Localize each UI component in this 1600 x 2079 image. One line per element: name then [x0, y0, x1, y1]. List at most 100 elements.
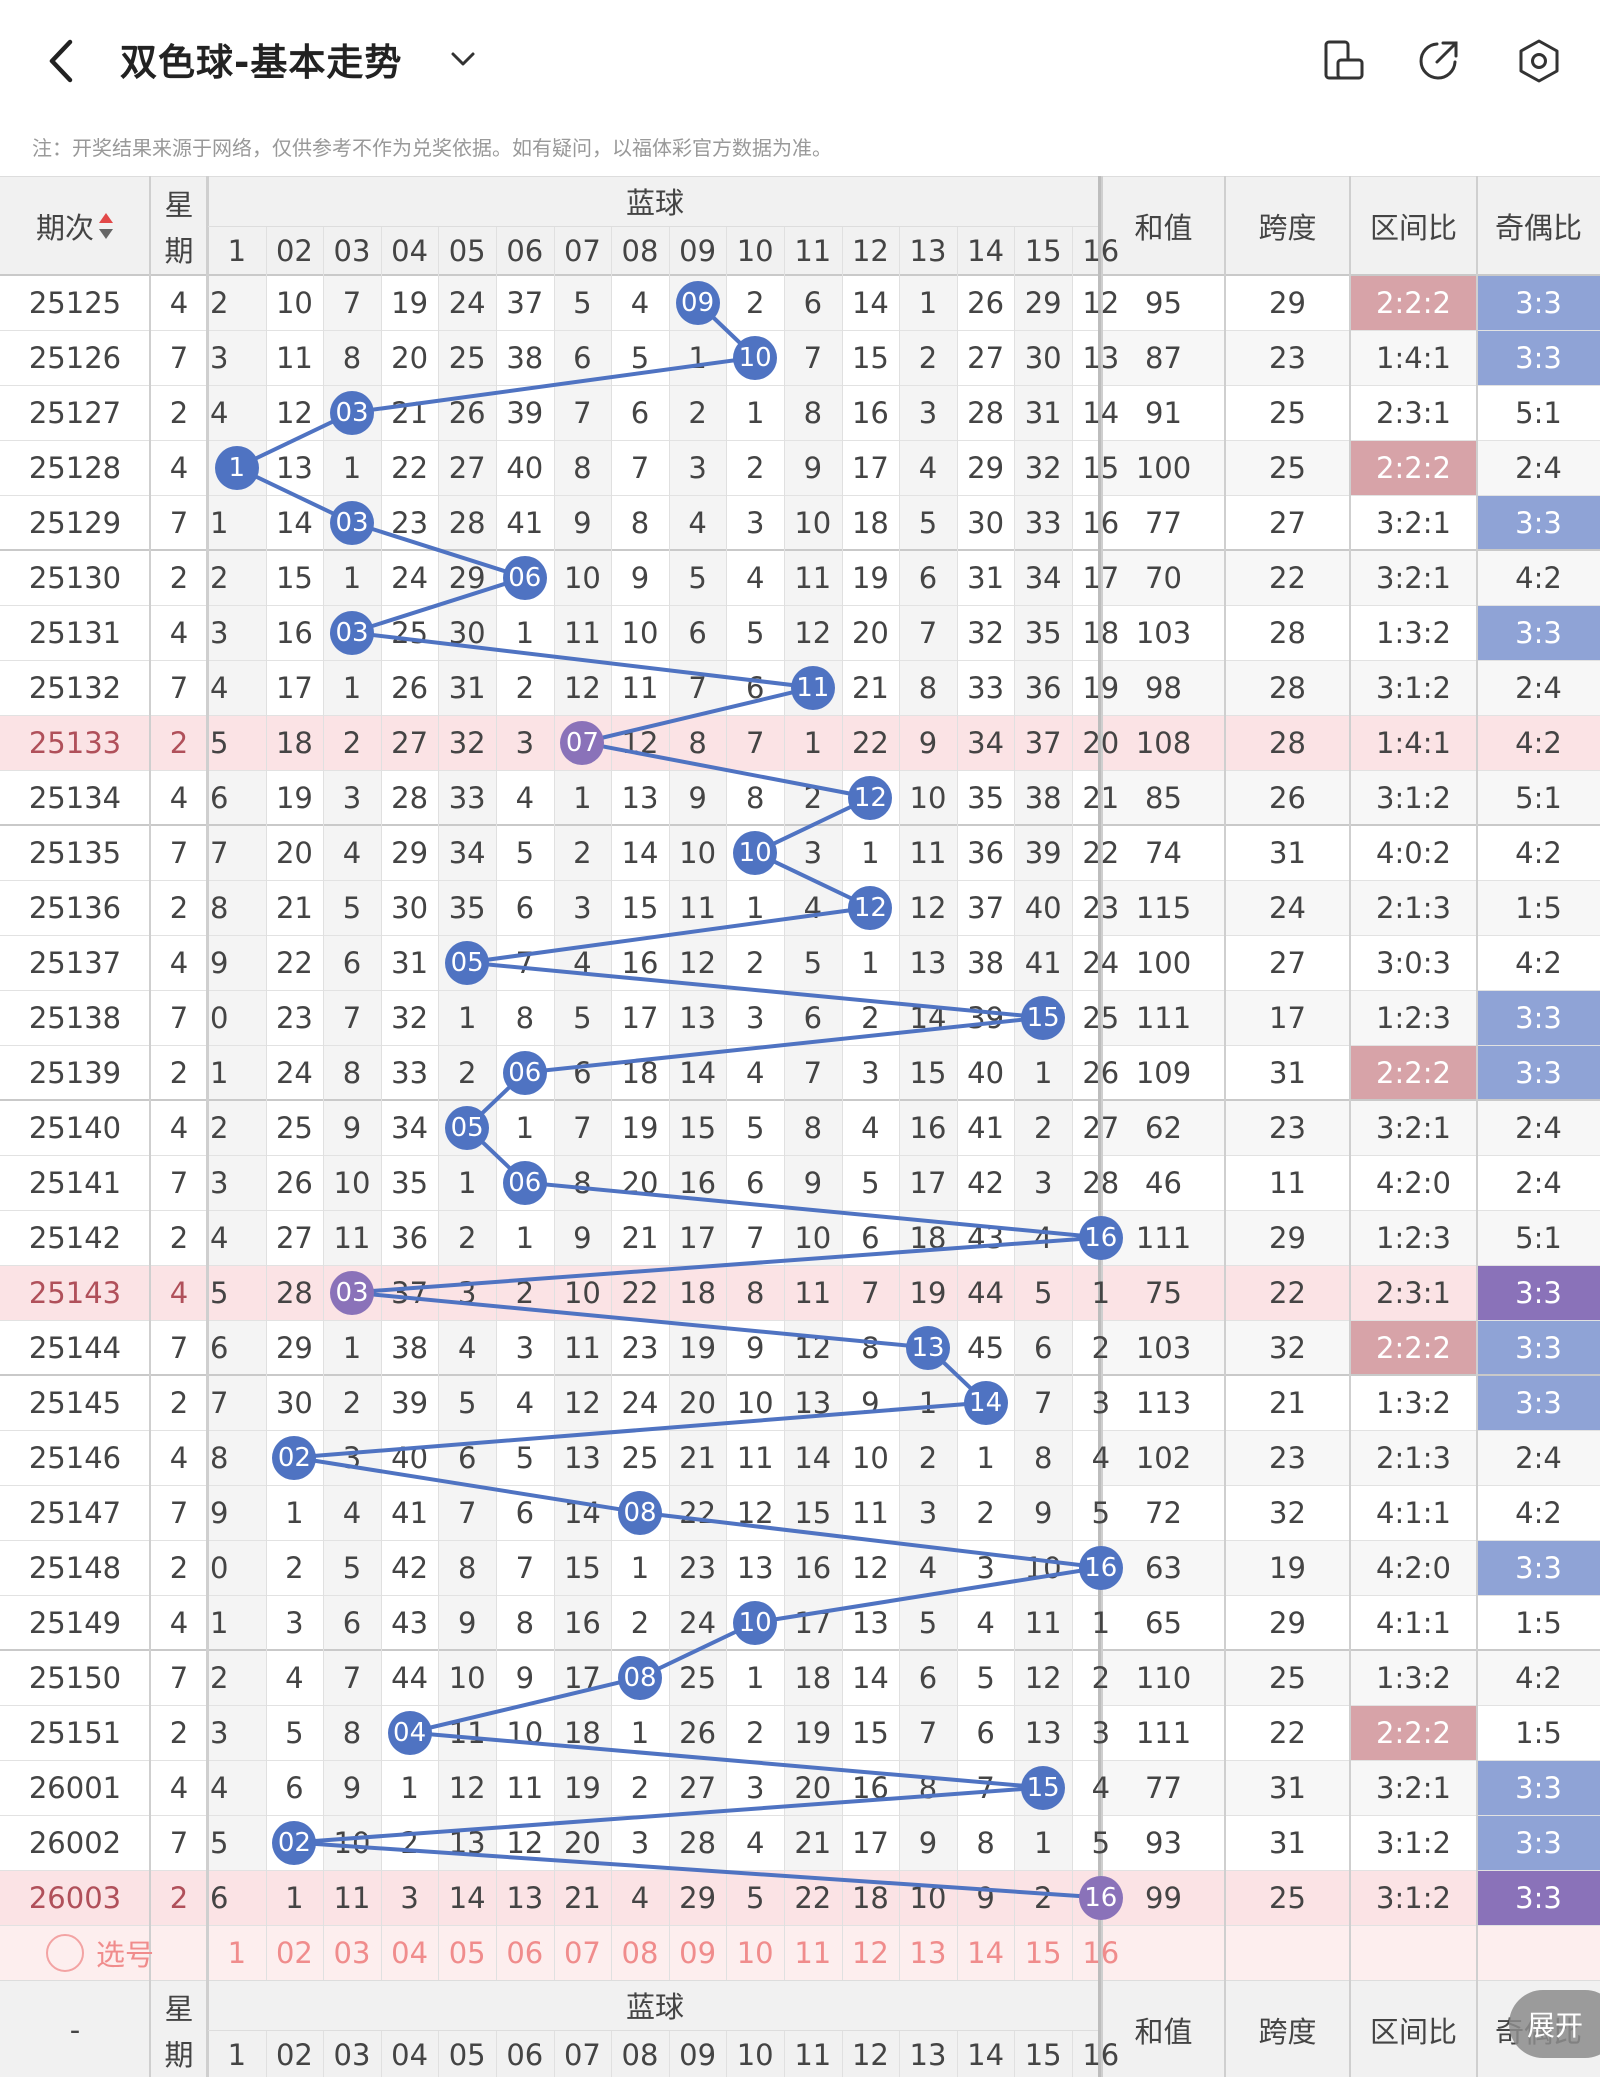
- pick-number-9[interactable]: 09: [679, 1935, 717, 1970]
- blue-cell-bg: [956, 1100, 1015, 1155]
- chevron-left-icon[interactable]: [40, 36, 84, 86]
- phone-landscape-icon[interactable]: [1320, 38, 1366, 84]
- blue-miss-cell: 6: [515, 890, 535, 925]
- blue-cell-bg: [668, 825, 727, 880]
- blue-miss-cell: 27: [967, 340, 1005, 375]
- pick-number-6[interactable]: 06: [506, 1935, 544, 1970]
- grid-hline: [0, 769, 1600, 771]
- chevron-down-icon[interactable]: [448, 44, 478, 74]
- expand-button[interactable]: 展开: [1509, 1990, 1600, 2058]
- blue-cell-bg: [1014, 330, 1072, 385]
- footer-header-bg: [0, 1980, 1600, 2077]
- blue-miss-cell: 20: [851, 615, 889, 650]
- blue-miss-cell: 7: [342, 285, 362, 320]
- blue-miss-cell: 35: [1024, 615, 1062, 650]
- blue-cell-bg: [323, 1705, 381, 1760]
- pick-number-11[interactable]: 11: [794, 1935, 832, 1970]
- blue-miss-cell: 30: [391, 890, 429, 925]
- blue-miss-cell: 39: [506, 395, 544, 430]
- blue-miss-cell: 22: [1082, 835, 1120, 870]
- grid-vline: [1098, 176, 1101, 2077]
- blue-miss-cell: 38: [1024, 780, 1062, 815]
- share-icon[interactable]: [1415, 38, 1461, 84]
- blue-ball: 03: [330, 610, 374, 655]
- zone-cell: 1:4:1: [1376, 725, 1451, 760]
- blue-col-header-14: 14: [967, 233, 1005, 268]
- blue-cell-bg: [784, 1100, 842, 1155]
- issue-cell: 25136: [28, 890, 122, 925]
- pick-number-5[interactable]: 05: [448, 1935, 486, 1970]
- sort-arrows-icon[interactable]: [98, 211, 114, 241]
- pick-number-15[interactable]: 15: [1024, 1935, 1062, 1970]
- blue-cell-bg: [956, 990, 1015, 1045]
- blue-cell-bg: [1014, 550, 1072, 605]
- blue-cell-bg: [956, 1760, 1015, 1815]
- pick-number-7[interactable]: 07: [563, 1935, 601, 1970]
- zone-cell: 3:2:1: [1376, 560, 1451, 595]
- row-right-bg: [1102, 660, 1600, 715]
- blue-cell-bg: [553, 1540, 612, 1595]
- blue-miss-cell: 21: [851, 670, 889, 705]
- blue-cell-bg: [841, 495, 900, 550]
- blue-cell-bg: [784, 1045, 842, 1100]
- blue-miss-cell: 21: [1082, 780, 1120, 815]
- pick-number-button[interactable]: 选号: [46, 1932, 154, 1974]
- col-week-header-1: 星: [164, 1991, 194, 2026]
- pick-number-8[interactable]: 08: [621, 1935, 659, 1970]
- pick-number-3[interactable]: 03: [333, 1935, 371, 1970]
- grid-vline: [553, 2030, 555, 2077]
- blue-cell-bg: [841, 385, 900, 440]
- blue-miss-cell: 7: [342, 1000, 362, 1035]
- blue-miss-cell: 33: [1024, 505, 1062, 540]
- trend-polyline: [232, 301, 1102, 1900]
- col-sum-header: 和值: [1134, 2014, 1193, 2049]
- grid-vline: [668, 226, 670, 1980]
- blue-miss-cell: 4: [918, 450, 938, 485]
- blue-cell-bg: [380, 1320, 439, 1375]
- blue-miss-cell: 10: [909, 780, 947, 815]
- col-zone-header: 区间比: [1369, 2014, 1457, 2049]
- blue-miss-cell: 41: [1024, 945, 1062, 980]
- blue-col-header-5: 05: [448, 2037, 486, 2072]
- pick-number-2[interactable]: 02: [275, 1935, 313, 1970]
- grid-vline: [1101, 176, 1103, 2077]
- blue-ball: 15: [1021, 1765, 1066, 1810]
- blue-cell-bg: [668, 1540, 727, 1595]
- blue-ball: 10: [733, 830, 778, 875]
- pick-number-10[interactable]: 10: [736, 1935, 774, 1970]
- blue-cell-bg: [611, 1375, 669, 1430]
- pick-number-16[interactable]: 16: [1082, 1935, 1120, 1970]
- blue-miss-cell: 3: [803, 835, 823, 870]
- blue-cell-bg: [208, 1650, 266, 1705]
- blue-miss-cell: 8: [803, 395, 823, 430]
- grid-vline: [265, 2030, 267, 2077]
- pick-number-12[interactable]: 12: [851, 1935, 889, 1970]
- blue-miss-cell: 26: [391, 670, 429, 705]
- grid-hline: [0, 494, 1600, 496]
- odd-cell: 1:5: [1515, 890, 1562, 925]
- blue-miss-cell: 33: [448, 780, 486, 815]
- grid-vline: [380, 2030, 382, 2077]
- blue-col-header-1: 1: [227, 2037, 247, 2072]
- blue-cell-bg: [265, 275, 324, 330]
- settings-hexagon-icon[interactable]: [1516, 38, 1562, 84]
- pick-number-4[interactable]: 04: [391, 1935, 429, 1970]
- blue-miss-cell: 7: [573, 1110, 592, 1145]
- row-left-bg: [0, 770, 208, 825]
- blue-cell-bg: [841, 605, 900, 660]
- odd-cell: 5:1: [1515, 780, 1562, 815]
- pick-number-1[interactable]: 1: [227, 1935, 247, 1970]
- blue-cell-bg: [668, 770, 727, 825]
- blue-miss-cell: 40: [506, 450, 544, 485]
- pick-number-13[interactable]: 13: [909, 1935, 947, 1970]
- grid-hline: [0, 1429, 1600, 1431]
- blue-miss-cell: 26: [1082, 1055, 1120, 1090]
- blue-cell-bg: [668, 1815, 727, 1870]
- blue-cell-bg: [956, 1650, 1015, 1705]
- blue-cell-bg: [438, 1430, 496, 1485]
- blue-cell-bg: [668, 990, 727, 1045]
- pick-number-14[interactable]: 14: [967, 1935, 1005, 1970]
- blue-miss-cell: 1: [861, 945, 880, 980]
- blue-miss-cell: 12: [275, 395, 313, 430]
